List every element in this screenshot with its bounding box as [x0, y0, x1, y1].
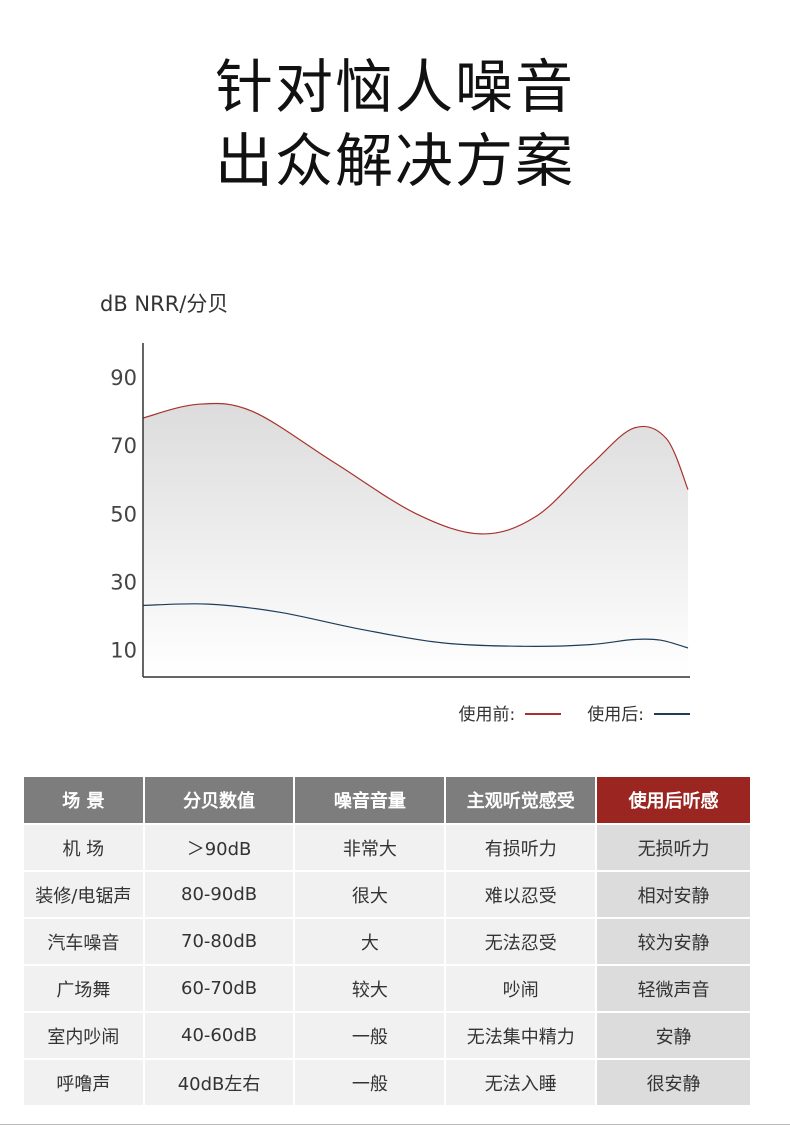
header-volume: 噪音音量	[295, 777, 445, 823]
cell-volume: 大	[295, 919, 445, 964]
table-row: 汽车噪音 70-80dB 大 无法忍受 较为安静	[24, 919, 750, 964]
cell-db-value: 80-90dB	[144, 872, 294, 917]
table-row: 机 场 ＞90dB 非常大 有损听力 无损听力	[24, 825, 750, 870]
cell-db-value: ＞90dB	[144, 825, 294, 870]
legend-swatch-after	[654, 712, 690, 715]
legend: 使用前: 使用后:	[459, 700, 690, 725]
noise-table: 场 景 分贝数值 噪音音量 主观听觉感受 使用后听感 机 场 ＞90dB 非常大…	[22, 775, 752, 1107]
cell-volume: 较大	[295, 966, 445, 1011]
table-row: 室内吵闹 40-60dB 一般 无法集中精力 安静	[24, 1013, 750, 1058]
cell-after-use: 较为安静	[597, 919, 750, 964]
cell-after-use: 很安静	[597, 1060, 750, 1105]
cell-scene: 室内吵闹	[24, 1013, 143, 1058]
y-tick-label: 30	[110, 571, 137, 595]
table-row: 呼噜声 40dB左右 一般 无法入睡 很安静	[24, 1060, 750, 1105]
table-row: 装修/电锯声 80-90dB 很大 难以忍受 相对安静	[24, 872, 750, 917]
legend-label-after: 使用后:	[587, 705, 644, 725]
cell-scene: 汽车噪音	[24, 919, 143, 964]
header-after-use: 使用后听感	[597, 777, 750, 823]
area-fill-before	[143, 403, 688, 677]
cell-after-use: 轻微声音	[597, 966, 750, 1011]
cell-volume: 很大	[295, 872, 445, 917]
cell-volume: 非常大	[295, 825, 445, 870]
headline: 针对恼人噪音 出众解决方案	[0, 50, 790, 198]
header-perception: 主观听觉感受	[446, 777, 596, 823]
cell-db-value: 60-70dB	[144, 966, 294, 1011]
cell-scene: 广场舞	[24, 966, 143, 1011]
y-tick-label: 10	[110, 639, 137, 663]
y-ticks: 90 70 50 30 10	[110, 366, 137, 663]
cell-scene: 呼噜声	[24, 1060, 143, 1105]
cell-scene: 装修/电锯声	[24, 872, 143, 917]
line-before	[142, 402, 689, 535]
y-tick-label: 50	[110, 502, 137, 526]
y-tick-label: 90	[110, 366, 137, 390]
cell-perception: 吵闹	[446, 966, 596, 1011]
legend-swatch-before	[525, 712, 562, 715]
cell-scene: 机 场	[24, 825, 143, 870]
bottom-divider	[0, 1124, 790, 1125]
cell-perception: 无法入睡	[446, 1060, 596, 1105]
table-row: 广场舞 60-70dB 较大 吵闹 轻微声音	[24, 966, 750, 1011]
cell-db-value: 70-80dB	[144, 919, 294, 964]
cell-db-value: 40-60dB	[144, 1013, 294, 1058]
table-header-row: 场 景 分贝数值 噪音音量 主观听觉感受 使用后听感	[24, 777, 750, 823]
cell-db-value: 40dB左右	[144, 1060, 294, 1105]
cell-perception: 无法忍受	[446, 919, 596, 964]
headline-line-2: 出众解决方案	[214, 127, 575, 195]
cell-volume: 一般	[295, 1060, 445, 1105]
y-axis-unit-label: dB NRR/分贝	[100, 292, 229, 316]
cell-perception: 难以忍受	[446, 872, 596, 917]
y-tick-label: 70	[110, 434, 137, 458]
cell-after-use: 安静	[597, 1013, 750, 1058]
cell-after-use: 相对安静	[597, 872, 750, 917]
headline-line-1: 针对恼人噪音	[214, 53, 575, 121]
cell-after-use: 无损听力	[597, 825, 750, 870]
header-db-value: 分贝数值	[144, 777, 294, 823]
legend-label-before: 使用前:	[458, 705, 516, 725]
cell-volume: 一般	[295, 1013, 445, 1058]
noise-chart: 90 70 50 30 10	[110, 343, 690, 678]
cell-perception: 无法集中精力	[446, 1013, 596, 1058]
header-scene: 场 景	[24, 777, 143, 823]
line-after	[142, 603, 689, 649]
cell-perception: 有损听力	[446, 825, 596, 870]
